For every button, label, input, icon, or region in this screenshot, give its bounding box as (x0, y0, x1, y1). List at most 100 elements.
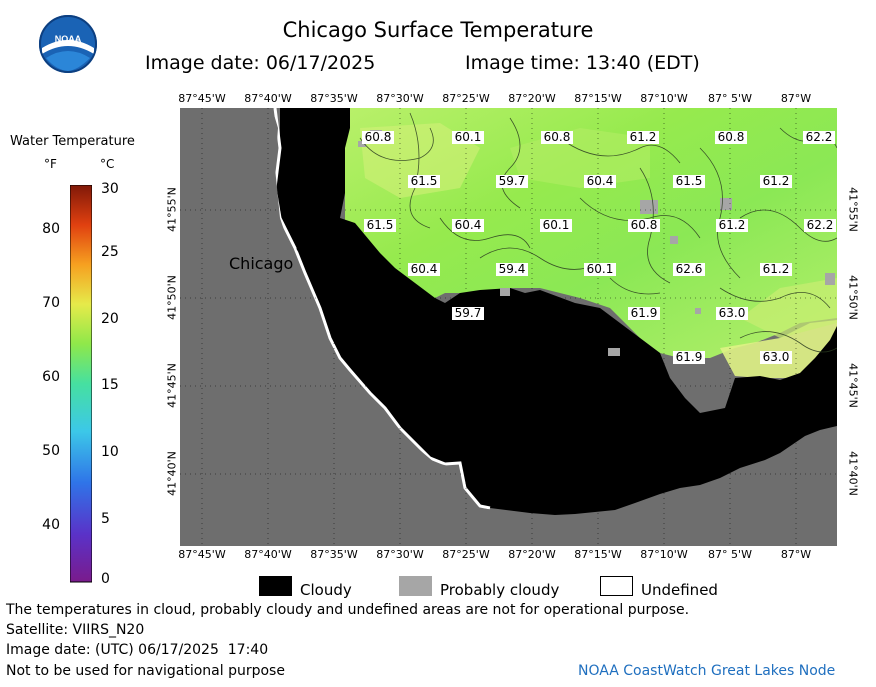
longitude-label: 87°W (780, 548, 812, 561)
longitude-label: 87°10'W (640, 548, 688, 561)
warm-patch (720, 320, 837, 378)
temperature-label: 59.4 (499, 262, 526, 276)
probably-cloudy-swatch (399, 576, 432, 596)
longitude-label: 87°25'W (442, 548, 490, 561)
temperature-label-bg (584, 263, 616, 276)
latitude-label: 41°45'N (165, 363, 179, 408)
temperature-label-bg (673, 175, 705, 188)
latitude-label: 41°40'N (846, 451, 860, 496)
warm-patch (740, 278, 837, 338)
temperature-label-bg (364, 219, 396, 232)
legend-c-tick: 15 (101, 377, 119, 393)
temperature-label: 59.7 (499, 174, 526, 188)
temperature-label-bg (760, 351, 792, 364)
temperature-label: 60.8 (544, 130, 571, 144)
temperature-label: 63.0 (763, 350, 790, 364)
longitude-label: 87°35'W (310, 92, 358, 105)
temperature-label: 61.5 (367, 218, 394, 232)
temperature-label: 59.7 (455, 306, 482, 320)
credit-text: NOAA CoastWatch Great Lakes Node (578, 663, 836, 679)
longitude-label: 87°45'W (178, 548, 226, 561)
temperature-label: 62.6 (676, 262, 703, 276)
map-title: Chicago Surface Temperature (282, 18, 594, 42)
temperature-label-bg (627, 131, 659, 144)
legend-unit-c: °C (100, 157, 115, 171)
temperature-label-bg (584, 175, 616, 188)
temperature-label-bg (628, 219, 660, 232)
image-date: Image date: 06/17/2025 (145, 52, 376, 74)
temperature-label: 60.1 (587, 262, 614, 276)
temperature-label: 61.5 (676, 174, 703, 188)
footer-satellite: Satellite: VIIRS_N20 (6, 622, 145, 638)
temperature-label-bg (541, 131, 573, 144)
longitude-label: 87°W (780, 92, 812, 105)
latitude-label: 41°50'N (846, 275, 860, 320)
temperature-label-bg (673, 263, 705, 276)
legend-c-tick: 0 (101, 571, 110, 587)
longitude-label: 87°20'W (508, 92, 556, 105)
temperature-label-bg (408, 263, 440, 276)
city-label: Chicago (229, 254, 293, 273)
temperature-label-bg (716, 219, 748, 232)
cloud-area (275, 108, 837, 515)
temperature-label-bg (452, 219, 484, 232)
latitude-label: 41°50'N (165, 275, 179, 320)
temperature-label: 61.9 (676, 350, 703, 364)
temperature-label-bg (452, 131, 484, 144)
longitude-label: 87° 5'W (708, 92, 752, 105)
temperature-map: Chicago 60.8 60.1 60.8 61.2 60.8 62.2 61.5 59.7… (180, 108, 837, 546)
temperature-label: 61.2 (763, 174, 790, 188)
legend-f-tick: 40 (42, 517, 60, 533)
temperature-label: 61.5 (411, 174, 438, 188)
legend-c-tick: 20 (101, 311, 119, 327)
temperature-label-bg (716, 307, 748, 320)
temperature-label: 60.8 (631, 218, 658, 232)
temperature-labels: 60.8 60.1 60.8 61.2 60.8 62.2 61.5 59.7 60.4 61.5… (362, 130, 836, 364)
longitude-label: 87°15'W (574, 548, 622, 561)
color-scale-bar (70, 185, 92, 583)
temperature-label: 60.8 (365, 130, 392, 144)
legend-c-tick: 5 (101, 511, 110, 527)
temperature-label: 60.4 (587, 174, 614, 188)
temperature-label-bg (673, 351, 705, 364)
temperature-label-bg (803, 131, 835, 144)
legend-title: Water Temperature (10, 134, 135, 149)
longitude-label: 87°10'W (640, 92, 688, 105)
longitude-label: 87°40'W (244, 92, 292, 105)
footer-utc-date: Image date: (UTC) 06/17/2025 17:40 (6, 642, 269, 658)
temperature-label: 61.9 (631, 306, 658, 320)
temperature-label-bg (496, 175, 528, 188)
legend-f-tick: 60 (42, 369, 60, 385)
temperature-label-bg (408, 175, 440, 188)
temperature-label: 60.8 (718, 130, 745, 144)
logo-text: NOAA (55, 34, 82, 44)
temperature-label-bg (540, 219, 572, 232)
graticule (180, 108, 837, 546)
legend-f-tick: 80 (42, 221, 60, 237)
legend-f-tick: 70 (42, 295, 60, 311)
longitude-label: 87°15'W (574, 92, 622, 105)
latitude-label: 41°55'N (165, 187, 179, 232)
temperature-label-bg (362, 131, 394, 144)
temperature-label-bg (760, 175, 792, 188)
legend-f-tick: 50 (42, 443, 60, 459)
undefined-edge (273, 108, 491, 510)
temperature-label: 62.2 (807, 218, 834, 232)
latitude-label: 41°40'N (165, 451, 179, 496)
latitude-label: 41°45'N (846, 363, 860, 408)
undefined-label: Undefined (641, 581, 718, 599)
temperature-label-bg (496, 263, 528, 276)
cloudy-label: Cloudy (300, 581, 352, 599)
temperature-label: 60.1 (543, 218, 570, 232)
latitude-label: 41°55'N (846, 187, 860, 232)
longitude-label: 87°45'W (178, 92, 226, 105)
legend-unit-f: °F (44, 157, 57, 171)
temperature-label-bg (760, 263, 792, 276)
legend-c-tick: 25 (101, 244, 119, 260)
temperature-label: 62.2 (806, 130, 833, 144)
image-time: Image time: 13:40 (EDT) (465, 52, 700, 74)
longitude-label: 87°30'W (376, 548, 424, 561)
temperature-label: 63.0 (719, 306, 746, 320)
probably-cloudy-label: Probably cloudy (440, 581, 560, 599)
temperature-label: 60.1 (455, 130, 482, 144)
